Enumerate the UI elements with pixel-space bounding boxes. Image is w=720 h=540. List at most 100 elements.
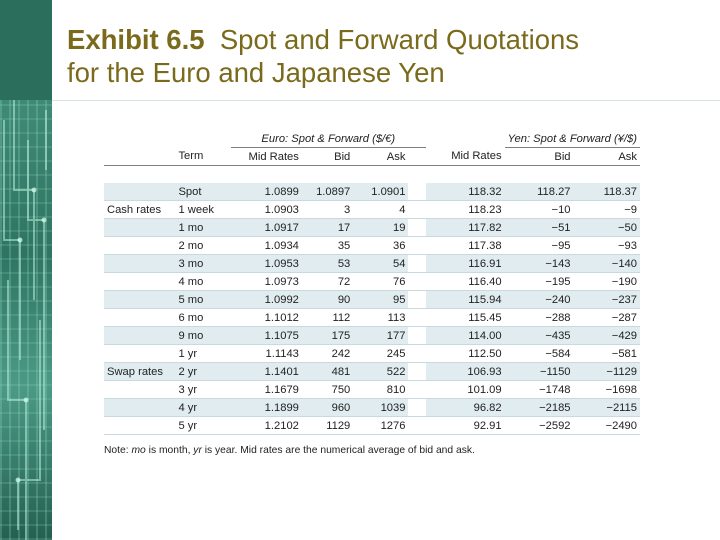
table-cell: 90 — [301, 290, 354, 309]
table-cell: 114.00 — [425, 326, 505, 345]
table-cell: 1.1679 — [230, 380, 302, 399]
note-yr: yr — [193, 445, 202, 456]
circuit-traces-graphic — [3, 100, 47, 540]
table-body: Spot 1.0899 1.0897 1.0901 118.32 118.27 118.37… — [104, 183, 640, 435]
table-cell: −581 — [573, 344, 640, 363]
header-divider — [52, 100, 720, 101]
table-cell: 5 yr — [175, 416, 231, 435]
table-cell: −288 — [504, 308, 574, 327]
table-cell: −51 — [504, 218, 574, 237]
table-row: 6 mo 1.1012 112 113 115.45 −288 −287 — [104, 308, 640, 327]
table-cell: 112.50 — [425, 344, 505, 363]
table-cell: −93 — [573, 236, 640, 255]
table-cell: 242 — [301, 344, 354, 363]
table-cell: 245 — [353, 344, 409, 363]
table-cell: 1.2102 — [230, 416, 302, 435]
table-cell: 35 — [301, 236, 354, 255]
table-cell: 9 mo — [175, 326, 231, 345]
yen-group-header: Yen: Spot & Forward (¥/$) — [504, 130, 640, 148]
table-cell: 118.27 — [504, 183, 574, 201]
table-cell: 36 — [353, 236, 409, 255]
note-rest: is year. Mid rates are the numerical ave… — [201, 445, 475, 456]
table-cell: 17 — [301, 218, 354, 237]
table-cell: 4 — [353, 200, 409, 219]
table-cell: −2592 — [504, 416, 574, 435]
table-cell: 1 week — [175, 200, 231, 219]
table-row: 2 mo 1.0934 35 36 117.38 −95 −93 — [104, 236, 640, 255]
table-cell: 177 — [353, 326, 409, 345]
table-cell: 1039 — [353, 398, 409, 417]
table-cell: 1.0973 — [230, 272, 302, 291]
table-cell: 1.0917 — [230, 218, 302, 237]
table-cell: 3 — [301, 200, 354, 219]
table-cell: −2490 — [573, 416, 640, 435]
table-cell: 96.82 — [425, 398, 505, 417]
table-cell: −584 — [504, 344, 574, 363]
exhibit-figure: Euro: Spot & Forward ($/€) Yen: Spot & F… — [104, 130, 644, 456]
table-cell: −1129 — [573, 362, 640, 381]
row-group-label-cash: Cash rates — [104, 200, 176, 219]
note-mo: mo — [131, 445, 146, 456]
table-cell: −1748 — [504, 380, 574, 399]
table-cell: −287 — [573, 308, 640, 327]
table-cell: −140 — [573, 254, 640, 273]
table-cell: 1.0953 — [230, 254, 302, 273]
table-cell: 1 mo — [175, 218, 231, 237]
table-cell: −237 — [573, 290, 640, 309]
table-cell: 2 mo — [175, 236, 231, 255]
column-header-row: Term Mid Rates Bid Ask Mid Rates Bid Ask — [104, 147, 640, 166]
side-strip-top-band — [0, 0, 52, 100]
table-cell: 95 — [353, 290, 409, 309]
table-cell: −240 — [504, 290, 574, 309]
title-line-2: for the Euro and Japanese Yen — [67, 57, 445, 88]
table-cell: 1.1012 — [230, 308, 302, 327]
table-cell: 960 — [301, 398, 354, 417]
table-cell: 810 — [353, 380, 409, 399]
table-cell: 106.93 — [425, 362, 505, 381]
table-cell: 6 mo — [175, 308, 231, 327]
table-cell: 1.0934 — [230, 236, 302, 255]
table-row: 3 mo 1.0953 53 54 116.91 −143 −140 — [104, 254, 640, 273]
table-cell: −1150 — [504, 362, 574, 381]
col-euro-ask: Ask — [353, 147, 409, 166]
table-row: 3 yr 1.1679 750 810 101.09 −1748 −1698 — [104, 380, 640, 399]
table-cell: 2 yr — [175, 362, 231, 381]
table-cell: 115.45 — [425, 308, 505, 327]
table-row: 5 yr 1.2102 1129 1276 92.91 −2592 −2490 — [104, 416, 640, 435]
title-exhibit-number: Exhibit 6.5 — [67, 24, 205, 55]
col-yen-ask: Ask — [573, 147, 640, 166]
table-cell: 117.38 — [425, 236, 505, 255]
table-row: 5 mo 1.0992 90 95 115.94 −240 −237 — [104, 290, 640, 309]
table-cell: 3 yr — [175, 380, 231, 399]
table-row: Spot 1.0899 1.0897 1.0901 118.32 118.27 118.37 — [104, 183, 640, 201]
table-cell: 481 — [301, 362, 354, 381]
table-cell: 1129 — [301, 416, 354, 435]
table-cell: 1.0899 — [230, 183, 302, 201]
table-cell: Spot — [175, 183, 231, 201]
table-cell: 118.23 — [425, 200, 505, 219]
table-row: Swap rates 2 yr 1.1401 481 522 106.93 −1150 −11… — [104, 362, 640, 381]
table-cell: 19 — [353, 218, 409, 237]
table-cell: 118.37 — [573, 183, 640, 201]
table-cell: 53 — [301, 254, 354, 273]
table-row: Cash rates 1 week 1.0903 3 4 118.23 −10 −9 — [104, 200, 640, 219]
table-note: Note: mo is month, yr is year. Mid rates… — [104, 445, 644, 456]
table-cell: 4 mo — [175, 272, 231, 291]
table-cell: 116.91 — [425, 254, 505, 273]
table-cell: −190 — [573, 272, 640, 291]
col-term: Term — [175, 147, 231, 166]
table-cell: 92.91 — [425, 416, 505, 435]
row-group-label-swap: Swap rates — [104, 362, 176, 381]
table-cell: −435 — [504, 326, 574, 345]
table-cell: 117.82 — [425, 218, 505, 237]
note-mid: is month, — [145, 445, 194, 456]
table-row: 4 yr 1.1899 960 1039 96.82 −2185 −2115 — [104, 398, 640, 417]
table-cell: 1.0901 — [353, 183, 409, 201]
col-euro-mid: Mid Rates — [230, 147, 302, 166]
table-row: 1 yr 1.1143 242 245 112.50 −584 −581 — [104, 344, 640, 363]
table-cell: 5 mo — [175, 290, 231, 309]
table-cell: 522 — [353, 362, 409, 381]
table-row: 1 mo 1.0917 17 19 117.82 −51 −50 — [104, 218, 640, 237]
table-row: 4 mo 1.0973 72 76 116.40 −195 −190 — [104, 272, 640, 291]
euro-group-header: Euro: Spot & Forward ($/€) — [230, 130, 426, 148]
